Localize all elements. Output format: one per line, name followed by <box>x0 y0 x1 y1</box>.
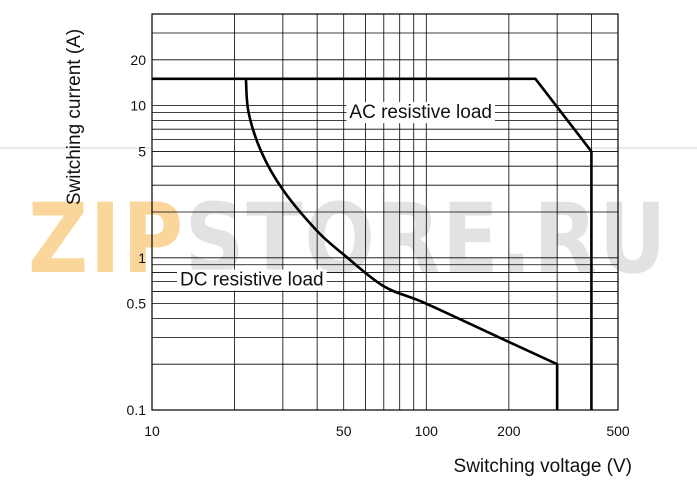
annotation-dc-resistive-load: DC resistive load <box>180 270 324 291</box>
series-line-ac-resistive-load <box>152 77 593 410</box>
annotation-ac-resistive-load: AC resistive load <box>349 102 492 123</box>
x-tick-label: 10 <box>144 423 160 439</box>
tick-labels: 10 50 100 200 500 20 10 5 1 0.5 0.1 <box>127 52 630 439</box>
y-tick-label: 10 <box>130 98 146 114</box>
x-tick-label: 100 <box>415 423 439 439</box>
grid <box>152 14 618 410</box>
x-tick-label: 500 <box>606 423 630 439</box>
series-lines <box>152 77 593 410</box>
annotation-dc-resistive-load-background <box>177 269 327 291</box>
y-tick-label: 0.1 <box>127 402 147 418</box>
y-tick-label: 20 <box>130 52 146 68</box>
annotation-ac-resistive-load-background <box>346 102 495 124</box>
y-tick-label: 0.5 <box>127 296 147 312</box>
annotations: AC resistive load DC resistive load <box>177 102 495 291</box>
x-axis-title: Switching voltage (V) <box>454 456 632 477</box>
watermark-text: ZIPSTORE.RU <box>28 183 668 295</box>
y-axis-title: Switching current (A) <box>64 29 85 205</box>
watermark-part1: ZIP <box>28 183 185 295</box>
y-tick-label: 5 <box>138 143 146 159</box>
plot-frame <box>151 13 619 411</box>
y-tick-label: 1 <box>138 250 146 266</box>
x-tick-label: 50 <box>336 423 352 439</box>
series-line-dc-resistive-load <box>244 78 559 410</box>
x-tick-label: 200 <box>497 423 521 439</box>
